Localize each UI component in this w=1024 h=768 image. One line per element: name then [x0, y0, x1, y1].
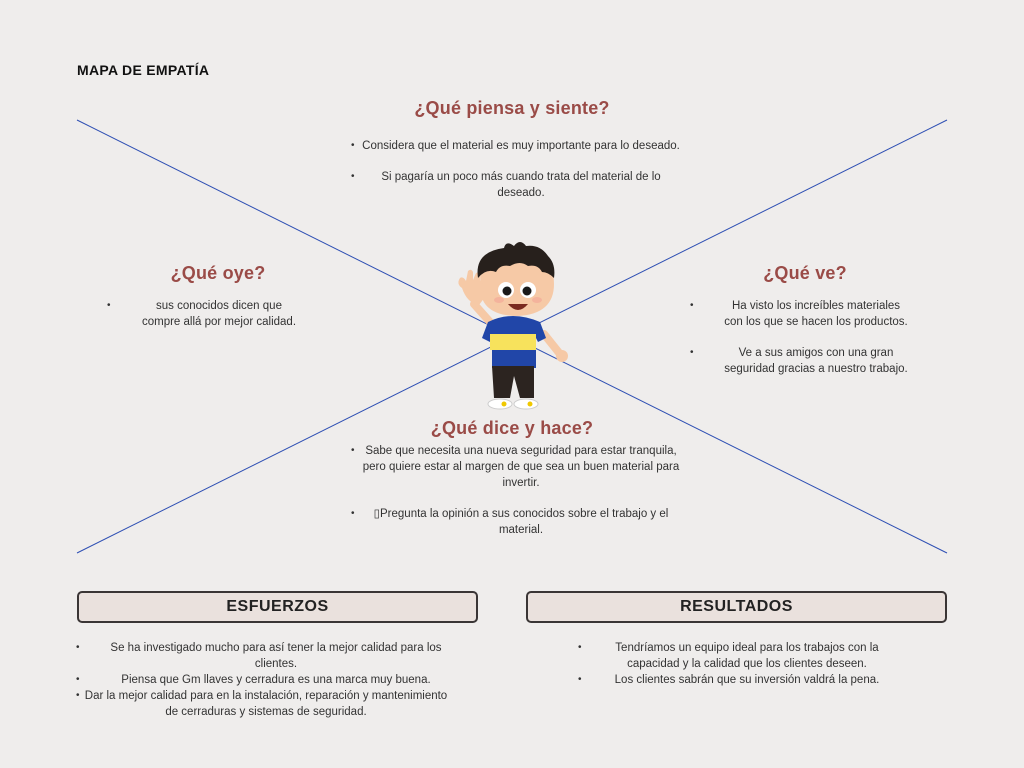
resultados-title: RESULTADOS — [680, 598, 793, 615]
esfuerzos-box: ESFUERZOS — [77, 591, 478, 623]
dice-title: ¿Qué dice y hace? — [430, 418, 594, 438]
ve-list: • Ha visto los increíbles materiales con … — [690, 298, 932, 377]
esfuerzos-item: • Dar la mejor calidad para en la instala… — [76, 690, 448, 718]
resultados-list: • Tendríamos un equipo ideal para los tra… — [578, 640, 896, 688]
ve-item: • Ha visto los increíbles materiales con … — [690, 300, 908, 328]
esfuerzos-title: ESFUERZOS — [226, 598, 329, 615]
piensa-list: • Considera que el material es muy import… — [351, 138, 682, 201]
resultados-box: RESULTADOS — [526, 591, 947, 623]
ve-title: ¿Qué ve? — [763, 263, 847, 283]
boy-illustration — [458, 242, 568, 410]
dice-item: • Sabe que necesita una nueva seguridad p… — [351, 445, 680, 489]
oye-title: ¿Qué oye? — [170, 263, 266, 283]
piensa-item: • Considera que el material es muy import… — [351, 140, 680, 152]
oye-item: • sus conocidos dicen que compre allá por… — [107, 300, 297, 328]
esfuerzos-list: • Se ha investigado mucho para así tener … — [76, 640, 452, 720]
piensa-item: • Si pagaría un poco más cuando trata del… — [351, 171, 661, 199]
piensa-title: ¿Qué piensa y siente? — [414, 98, 610, 118]
esfuerzos-item: • Se ha investigado mucho para así tener … — [76, 642, 442, 670]
dice-list: • Sabe que necesita una nueva seguridad p… — [351, 443, 680, 538]
esfuerzos-item: • Piensa que Gm llaves y cerradura es una… — [76, 674, 431, 686]
ve-item: • Ve a sus amigos con una gran seguridad … — [690, 347, 908, 375]
oye-list: • sus conocidos dicen que compre allá por… — [107, 298, 298, 330]
dice-item: • ▯Pregunta la opinión a sus conocidos so… — [351, 508, 669, 536]
resultados-item: • Los clientes sabrán que su inversión va… — [578, 674, 880, 686]
page-title: MAPA DE EMPATÍA — [77, 62, 210, 78]
resultados-item: • Tendríamos un equipo ideal para los tra… — [578, 642, 879, 670]
